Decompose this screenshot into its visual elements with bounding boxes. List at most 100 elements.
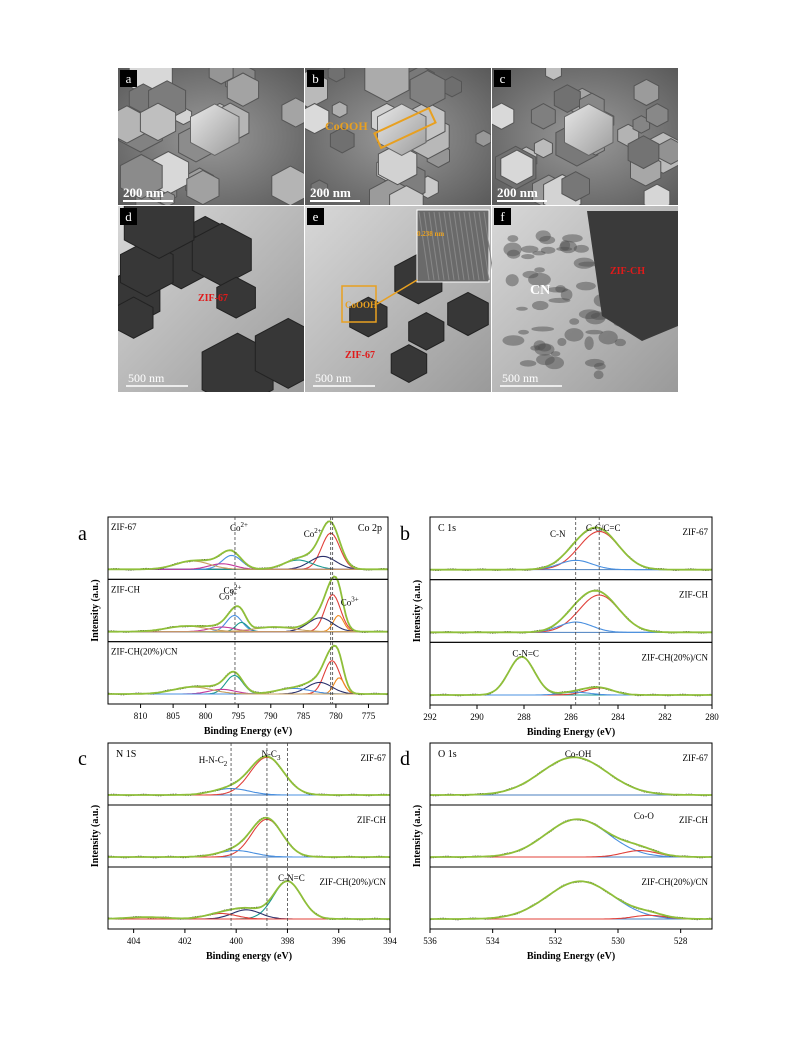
lattice-fringe [443,211,455,281]
fit-component [108,850,390,858]
sample-label: ZIF-CH [111,584,141,594]
large-crystal [377,103,427,156]
scale-label: 200 nm [123,185,164,200]
sample-label: ZIF-CH(20%)/CN [642,877,709,887]
peak-annotation: Co2+ [230,521,248,533]
large-crystal [190,103,240,156]
xps-panel-c: c ZIF-67 N-C3 H-N-C2 ZIF-CH ZIF-CH(20%)/CN C-N… [78,742,397,962]
envelope-fit [108,520,388,571]
spectrum-row: ZIF-67 C-C/C=C C-N [429,516,713,581]
x-tick-label: 800 [199,711,213,721]
spectrum-row: ZIF-67 N-C3 H-N-C2 [107,742,391,806]
x-axis-label: Binding Energy (eV) [527,951,615,962]
micrograph-panel-b: b 200 nm CoOOH [305,68,491,205]
particle [530,103,556,130]
crystal [390,344,428,383]
xps-panel-a: aZIF-67Co2+Co2+ZIF-CHCo2+Co3+Co3+ZIF-CH(… [78,516,389,737]
panel-tag: b [312,71,319,86]
particle [208,68,234,85]
envelope-fit [108,755,390,796]
zif-67-label: ZIF-67 [198,293,228,304]
x-tick-label: 290 [470,712,484,722]
zif-ch-label: ZIF-CH [610,266,645,277]
inset-arrow [376,279,418,305]
sheet-fragment [584,336,594,351]
sheet-fragment [518,329,529,335]
panel-tag-box [494,208,511,225]
sheet-fragment [519,360,537,367]
envelope-fit [430,880,712,920]
peak-annotation: C-N [550,529,566,539]
lattice-fringe [433,211,445,281]
experimental-data [107,755,391,797]
panel-tag-box [120,208,137,225]
particle [500,149,534,185]
particle [281,97,304,128]
fit-component [108,788,390,796]
peak-annotation: C-N=C [512,648,539,658]
lattice-fringe [463,211,475,281]
fit-component [430,621,712,633]
sheet-fragment [502,335,525,346]
sample-label: ZIF-CH [357,815,387,825]
x-tick-label: 795 [231,711,245,721]
y-axis-label: Intensity (a.u.) [90,805,101,868]
micrograph-panel-e: e 500 nm 0.238 nm CoOOH ZIF-67 [305,206,495,392]
particle [271,165,304,205]
peak-annotation: H-N-C2 [199,755,228,768]
x-tick-label: 785 [297,711,311,721]
lattice-fringe [473,211,485,281]
xps-panel-d: d ZIF-67 Co-OH ZIF-CH Co-O ZIF-CH(20%)/CN O 1s… [400,742,713,962]
micrograph-panel-a: a 200 nm [118,68,304,205]
sheet-fragment [531,326,555,332]
coooh-label: CoOOH [325,119,368,133]
particle [327,68,346,83]
sample-label: ZIF-CH(20%)/CN [642,652,709,662]
envelope-fit [107,880,390,920]
sheet-fragment [585,329,603,335]
scale-label: 200 nm [310,185,351,200]
large-crystal [564,103,614,156]
crystal [216,276,256,319]
sample-label: ZIF-CH [679,590,709,600]
sheet-fragment [531,300,549,311]
peak-annotation: C-C/C=C [586,523,621,533]
coooh-label: CoOOH [345,300,377,310]
experimental-data [429,589,713,634]
x-tick-label: 396 [332,936,346,946]
particle [389,185,424,205]
x-tick-label: 280 [705,712,719,722]
particle [377,143,418,186]
fit-component [108,818,390,858]
x-tick-label: 780 [329,711,343,721]
particle [329,127,355,154]
fit-component [430,530,712,571]
cn-label: CN [530,283,550,298]
core-level-title: C 1s [438,523,456,534]
sheet-fragment [573,244,589,253]
sheet-fragment [562,234,583,243]
scale-label: 200 nm [497,185,538,200]
sheet-fragment [555,285,566,293]
experimental-data [430,819,713,859]
crystal [118,296,154,339]
sample-label: ZIF-67 [683,753,709,763]
particle [627,135,660,170]
lattice-fringe [468,211,480,281]
micrograph-content [118,206,304,392]
particle [492,102,515,130]
micrograph-content [492,68,678,205]
sheet-fragment [522,270,539,279]
x-tick-label: 790 [264,711,278,721]
x-tick-label: 810 [134,711,148,721]
sheet-fragment [569,318,580,325]
peak-annotation: N-C3 [261,749,281,762]
peak-annotation: Co-O [634,811,655,821]
row-frame [107,578,389,643]
row-frame [107,516,389,580]
lattice-fringe [478,211,490,281]
y-axis-label: Intensity (a.u.) [90,579,101,642]
particle [633,78,660,107]
spectrum-row: ZIF-CH(20%)/CN C-N=C [107,866,391,930]
crystal [254,317,304,389]
